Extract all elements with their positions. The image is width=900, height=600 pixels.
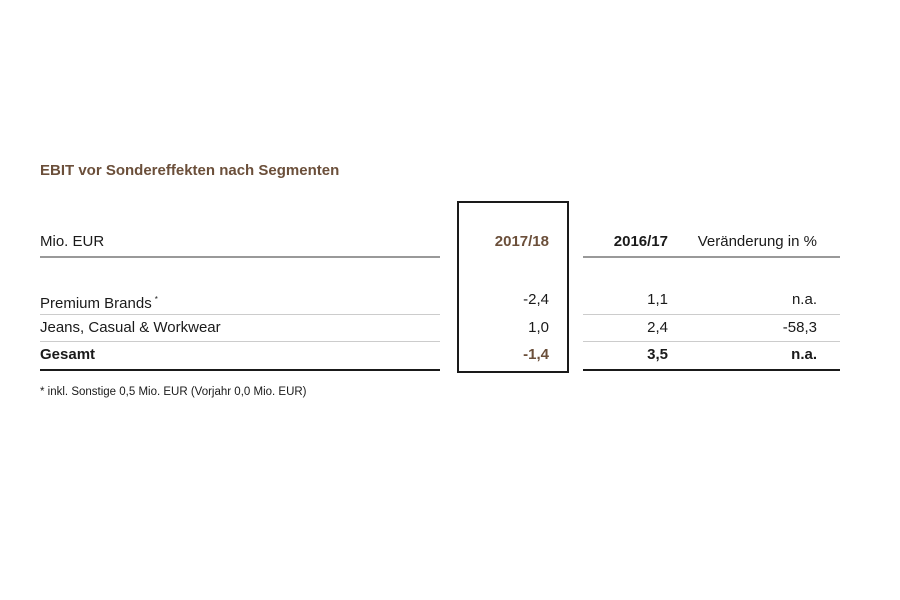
highlight-box	[457, 201, 569, 373]
footnote: * inkl. Sonstige 0,5 Mio. EUR (Vorjahr 0…	[40, 386, 307, 398]
row-rule	[40, 341, 440, 342]
cell: 3,5	[647, 346, 668, 363]
row-note: *	[154, 295, 158, 304]
table-title: EBIT vor Sondereffekten nach Segmenten	[40, 162, 340, 179]
header-col1: 2017/18	[494, 233, 549, 250]
header-rule	[40, 256, 440, 258]
row-label: Jeans, Casual & Workwear	[40, 319, 221, 336]
cell: 1,0	[528, 319, 549, 336]
cell: 2,4	[647, 319, 668, 336]
row-label-text: Premium Brands	[40, 295, 152, 312]
row-label: Premium Brands *	[40, 290, 158, 314]
row-rule	[583, 314, 840, 315]
total-rule	[40, 369, 440, 371]
row-rule	[583, 341, 840, 342]
cell: -58,3	[782, 319, 817, 336]
cell: -1,4	[523, 346, 549, 363]
cell: 1,1	[647, 291, 668, 308]
total-rule	[583, 369, 840, 371]
cell: n.a.	[791, 291, 817, 308]
header-rule	[583, 256, 840, 258]
cell: n.a.	[791, 346, 817, 363]
row-label: Gesamt	[40, 346, 96, 363]
header-col2: 2016/17	[613, 233, 668, 250]
header-label: Mio. EUR	[40, 233, 105, 250]
row-rule	[40, 314, 440, 315]
header-col3: Veränderung in %	[697, 233, 817, 250]
cell: -2,4	[523, 291, 549, 308]
